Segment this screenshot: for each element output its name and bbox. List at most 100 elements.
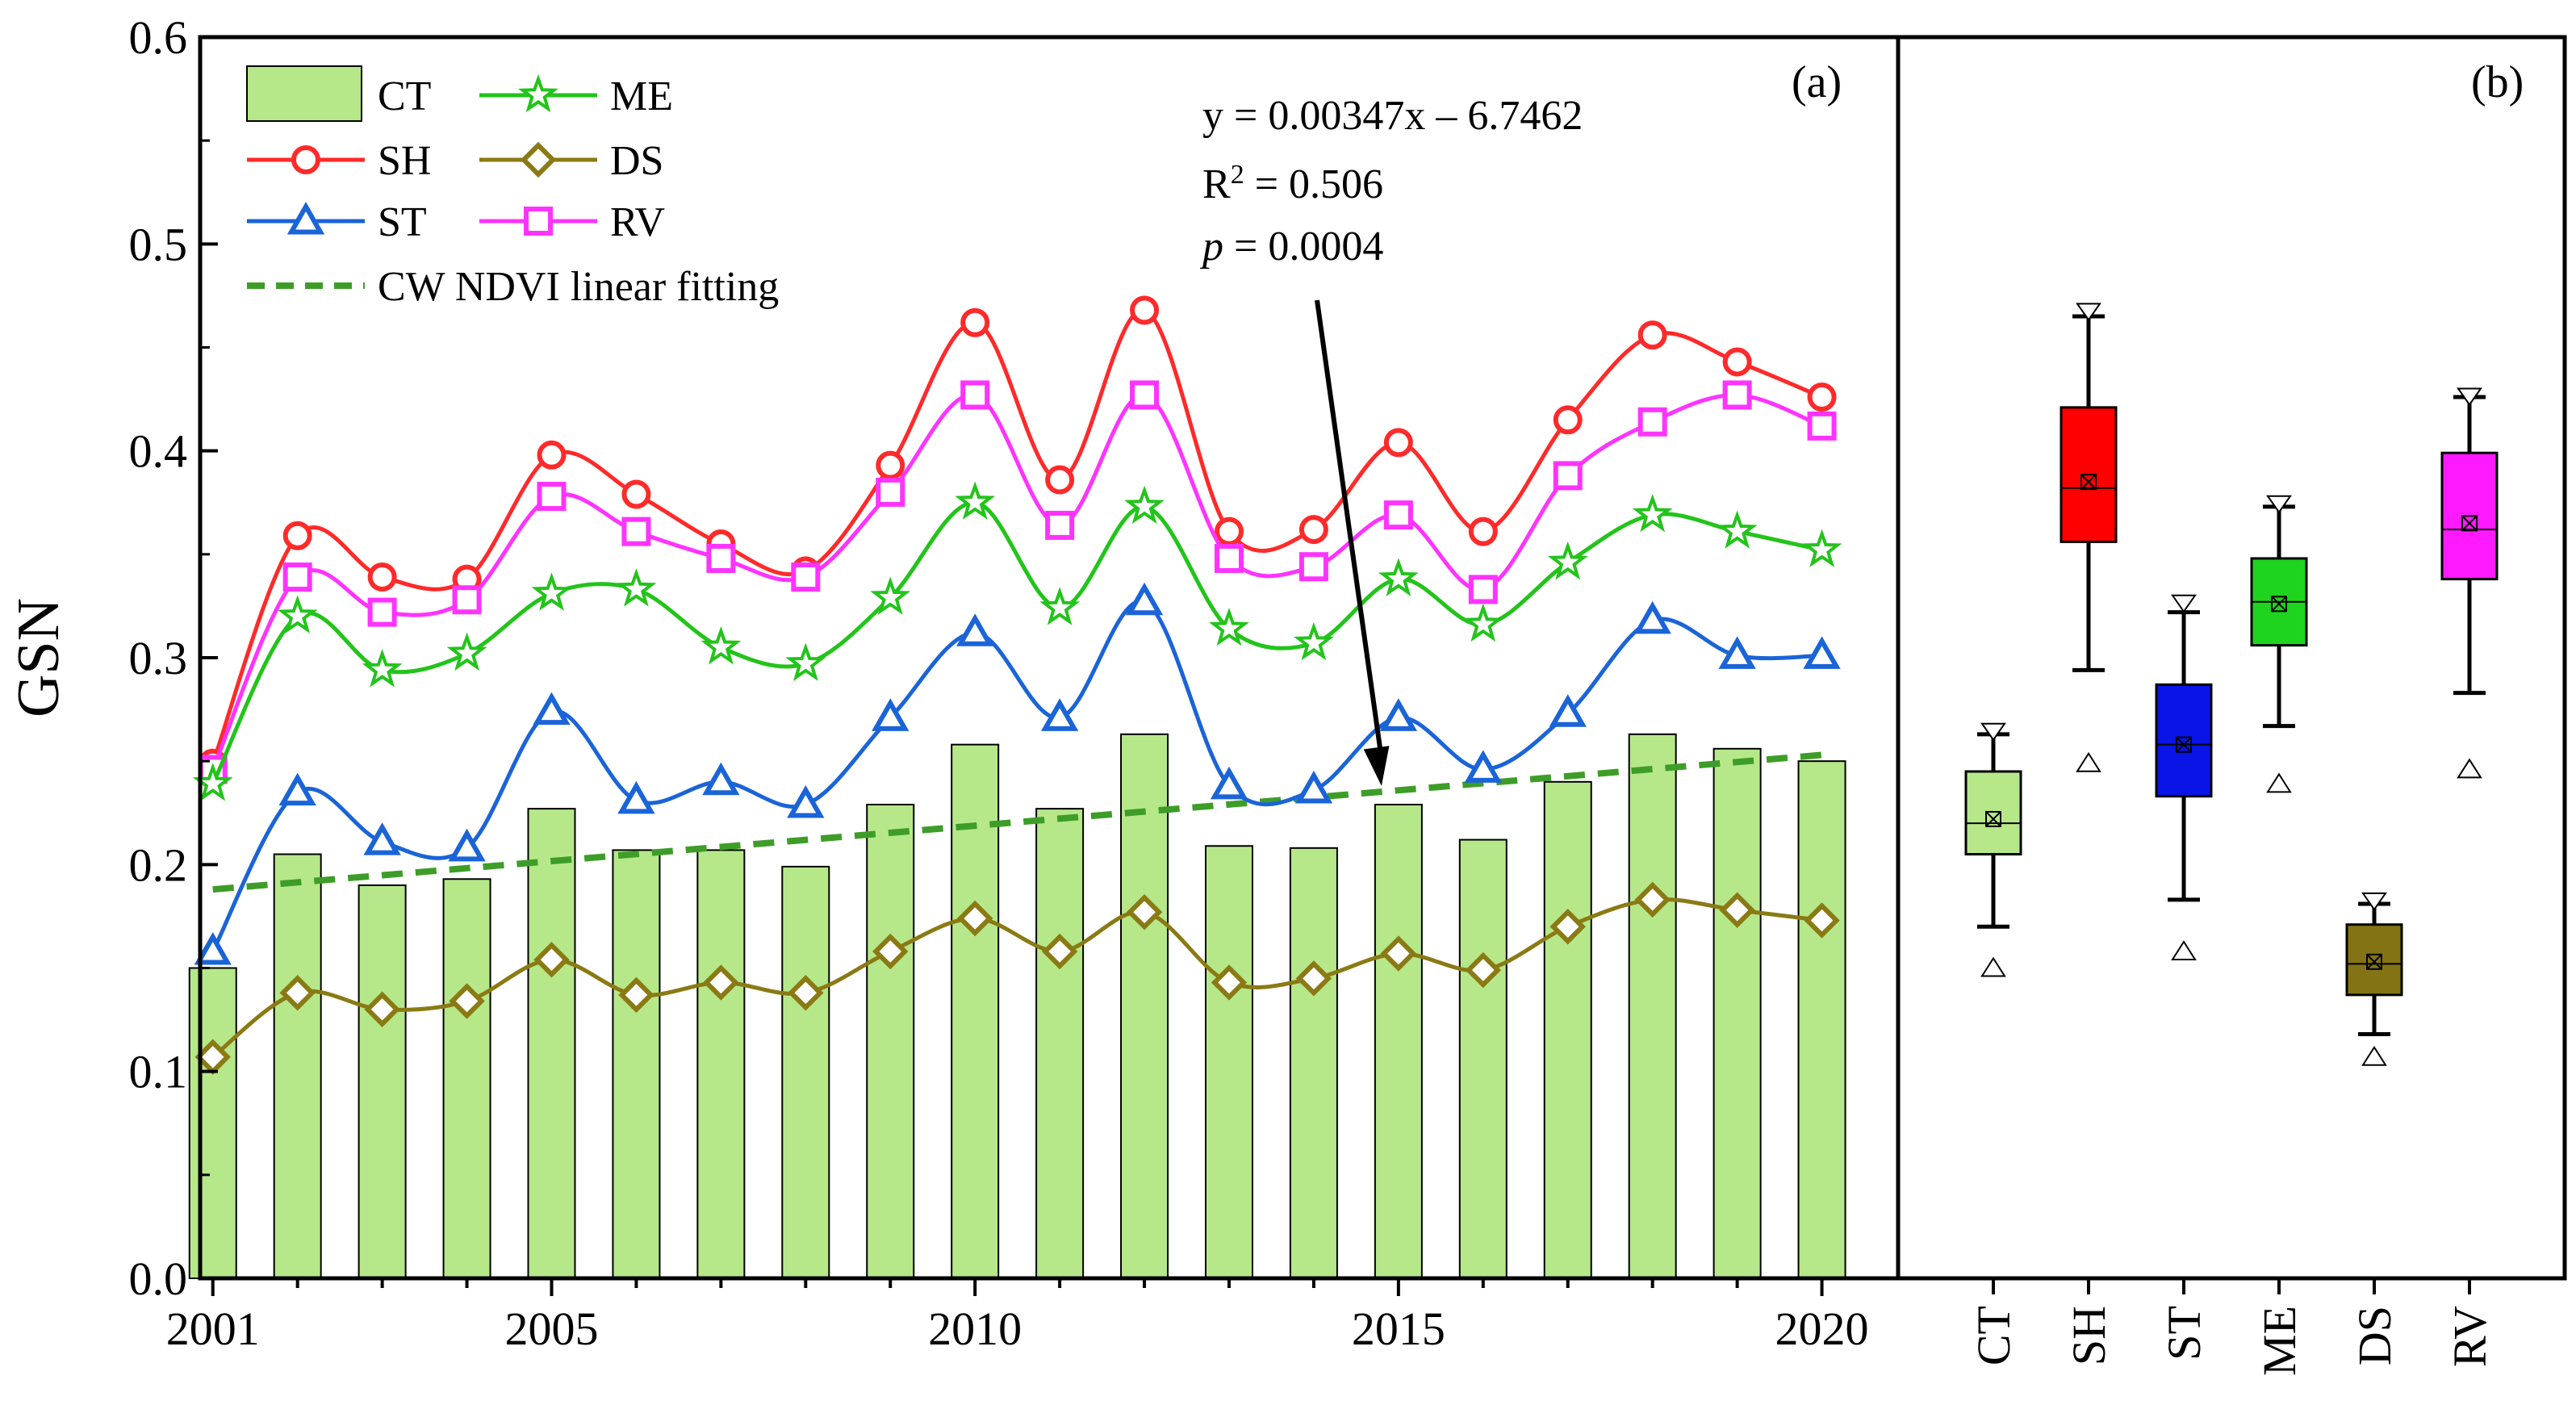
max-marker-ds — [2361, 892, 2387, 911]
r2-value: = 0.506 — [1244, 161, 1383, 207]
point-ds-2018 — [1634, 881, 1671, 918]
legend-label-sh: SH — [378, 138, 431, 184]
legend-marker-me — [517, 73, 559, 113]
min-marker-ds — [2361, 1045, 2387, 1066]
point-sh-2015 — [1383, 428, 1413, 458]
point-rv-2015 — [1383, 500, 1413, 530]
point-st-2003 — [363, 822, 401, 855]
max-marker-ct — [1980, 722, 2006, 742]
legend-marker-st — [286, 201, 325, 235]
point-ds-2010 — [956, 900, 993, 937]
bar-ct-2012 — [1120, 733, 1169, 1279]
point-ds-2012 — [1126, 894, 1163, 930]
point-ds-2015 — [1380, 935, 1417, 972]
min-marker-me — [2266, 772, 2292, 793]
b-tick-label-rv: RV — [2444, 1306, 2496, 1367]
mean-marker-st — [2176, 736, 2192, 753]
panel-a-axes: 0.0 0.1 0.2 0.3 0.4 0.5 0.6 2001 2005 2010 2015 202… — [6, 11, 1901, 1355]
point-st-2008 — [787, 784, 825, 818]
point-st-2018 — [1633, 600, 1671, 634]
point-rv-2010 — [960, 380, 990, 410]
point-sh-2010 — [960, 307, 990, 337]
point-rv-2017 — [1553, 461, 1583, 491]
ct-bars — [188, 733, 1846, 1280]
point-rv-2012 — [1130, 380, 1160, 410]
mean-marker-rv — [2461, 515, 2478, 532]
point-sh-2016 — [1468, 516, 1498, 546]
r2-prefix: R — [1202, 161, 1231, 207]
x-tick-label-2020: 2020 — [1775, 1303, 1869, 1355]
mean-cross-b-me — [2271, 596, 2287, 613]
iqr-box-st — [2155, 683, 2213, 798]
bar-ct-2013 — [1204, 845, 1253, 1279]
annotation-arrow-shaft — [1315, 299, 1384, 759]
min-marker-st — [2171, 940, 2197, 960]
line-sh — [211, 307, 1823, 764]
annotation-arrow-head — [1363, 746, 1390, 786]
point-me-2004 — [446, 632, 487, 671]
point-ds-2003 — [364, 991, 400, 1028]
b-tick-label-me: ME — [2253, 1306, 2306, 1376]
point-rv-2020 — [1807, 411, 1837, 441]
point-sh-2003 — [367, 562, 397, 592]
min-marker-rv — [2457, 758, 2482, 779]
point-rv-2004 — [452, 585, 482, 615]
point-rv-2014 — [1298, 552, 1328, 582]
x-tick-label-2010: 2010 — [928, 1303, 1022, 1355]
point-sh-2011 — [1045, 465, 1075, 495]
y-tick-label-0.5: 0.5 — [129, 218, 188, 270]
mean-cross-b-ds — [2366, 954, 2382, 970]
box-rv — [2440, 387, 2499, 779]
b-tick-label-ds: DS — [2348, 1306, 2401, 1365]
y-tick-label-0.1: 0.1 — [129, 1046, 188, 1098]
point-st-2007 — [702, 762, 740, 796]
point-st-2009 — [872, 698, 910, 731]
panel-b-axes: CT SH ST ME DS RV — [1896, 35, 2567, 1376]
point-me-2018 — [1632, 493, 1673, 533]
point-st-2012 — [1125, 582, 1164, 616]
mean-marker-ds — [2366, 953, 2382, 970]
point-sh-2002 — [282, 521, 312, 550]
point-ds-2002 — [279, 975, 316, 1011]
point-sh-2005 — [537, 440, 567, 470]
bar-ct-2018 — [1628, 733, 1677, 1279]
point-st-2001 — [194, 931, 232, 965]
point-ds-2011 — [1041, 933, 1078, 970]
point-sh-2009 — [876, 450, 905, 480]
box-ct — [1964, 722, 2022, 977]
point-st-2002 — [278, 772, 316, 806]
r2-superscript: 2 — [1231, 160, 1244, 190]
point-sh-2019 — [1722, 347, 1752, 377]
point-me-2013 — [1209, 607, 1249, 646]
bar-ct-2008 — [781, 865, 830, 1279]
bar-ct-2001 — [188, 967, 237, 1279]
y-tick-label-0.6: 0.6 — [129, 11, 188, 64]
y-axis-title: GSN — [6, 598, 72, 717]
point-rv-2013 — [1214, 543, 1244, 573]
bar-ct-2009 — [866, 803, 915, 1279]
point-ds-2016 — [1465, 951, 1502, 989]
box-sh — [2060, 303, 2118, 772]
boxplots — [1964, 303, 2499, 1066]
b-tick-label-st: ST — [2158, 1306, 2210, 1361]
mean-cross-b-sh — [2080, 474, 2097, 490]
min-marker-ct — [1980, 956, 2006, 977]
point-ds-2014 — [1295, 960, 1332, 997]
panel-a: y = 0.00347x – 6.7462 R2 = 0.506 p = 0.0… — [6, 11, 1901, 1355]
point-rv-2018 — [1637, 407, 1667, 437]
box-ds — [2345, 892, 2403, 1066]
point-st-2005 — [533, 692, 571, 725]
point-ds-2004 — [449, 983, 485, 1019]
point-rv-2016 — [1468, 575, 1498, 604]
point-me-2019 — [1717, 510, 1758, 549]
point-rv-2002 — [282, 562, 312, 592]
panel-b: CT SH ST ME DS RV (b) — [1896, 35, 2567, 1376]
point-ds-2013 — [1211, 964, 1248, 1001]
p-value: = 0.0004 — [1223, 224, 1383, 270]
point-sh-2018 — [1637, 320, 1667, 350]
point-ds-2009 — [872, 933, 909, 970]
point-ds-2020 — [1804, 902, 1840, 939]
legend-label-ds: DS — [610, 138, 663, 184]
box-me — [2250, 495, 2308, 793]
